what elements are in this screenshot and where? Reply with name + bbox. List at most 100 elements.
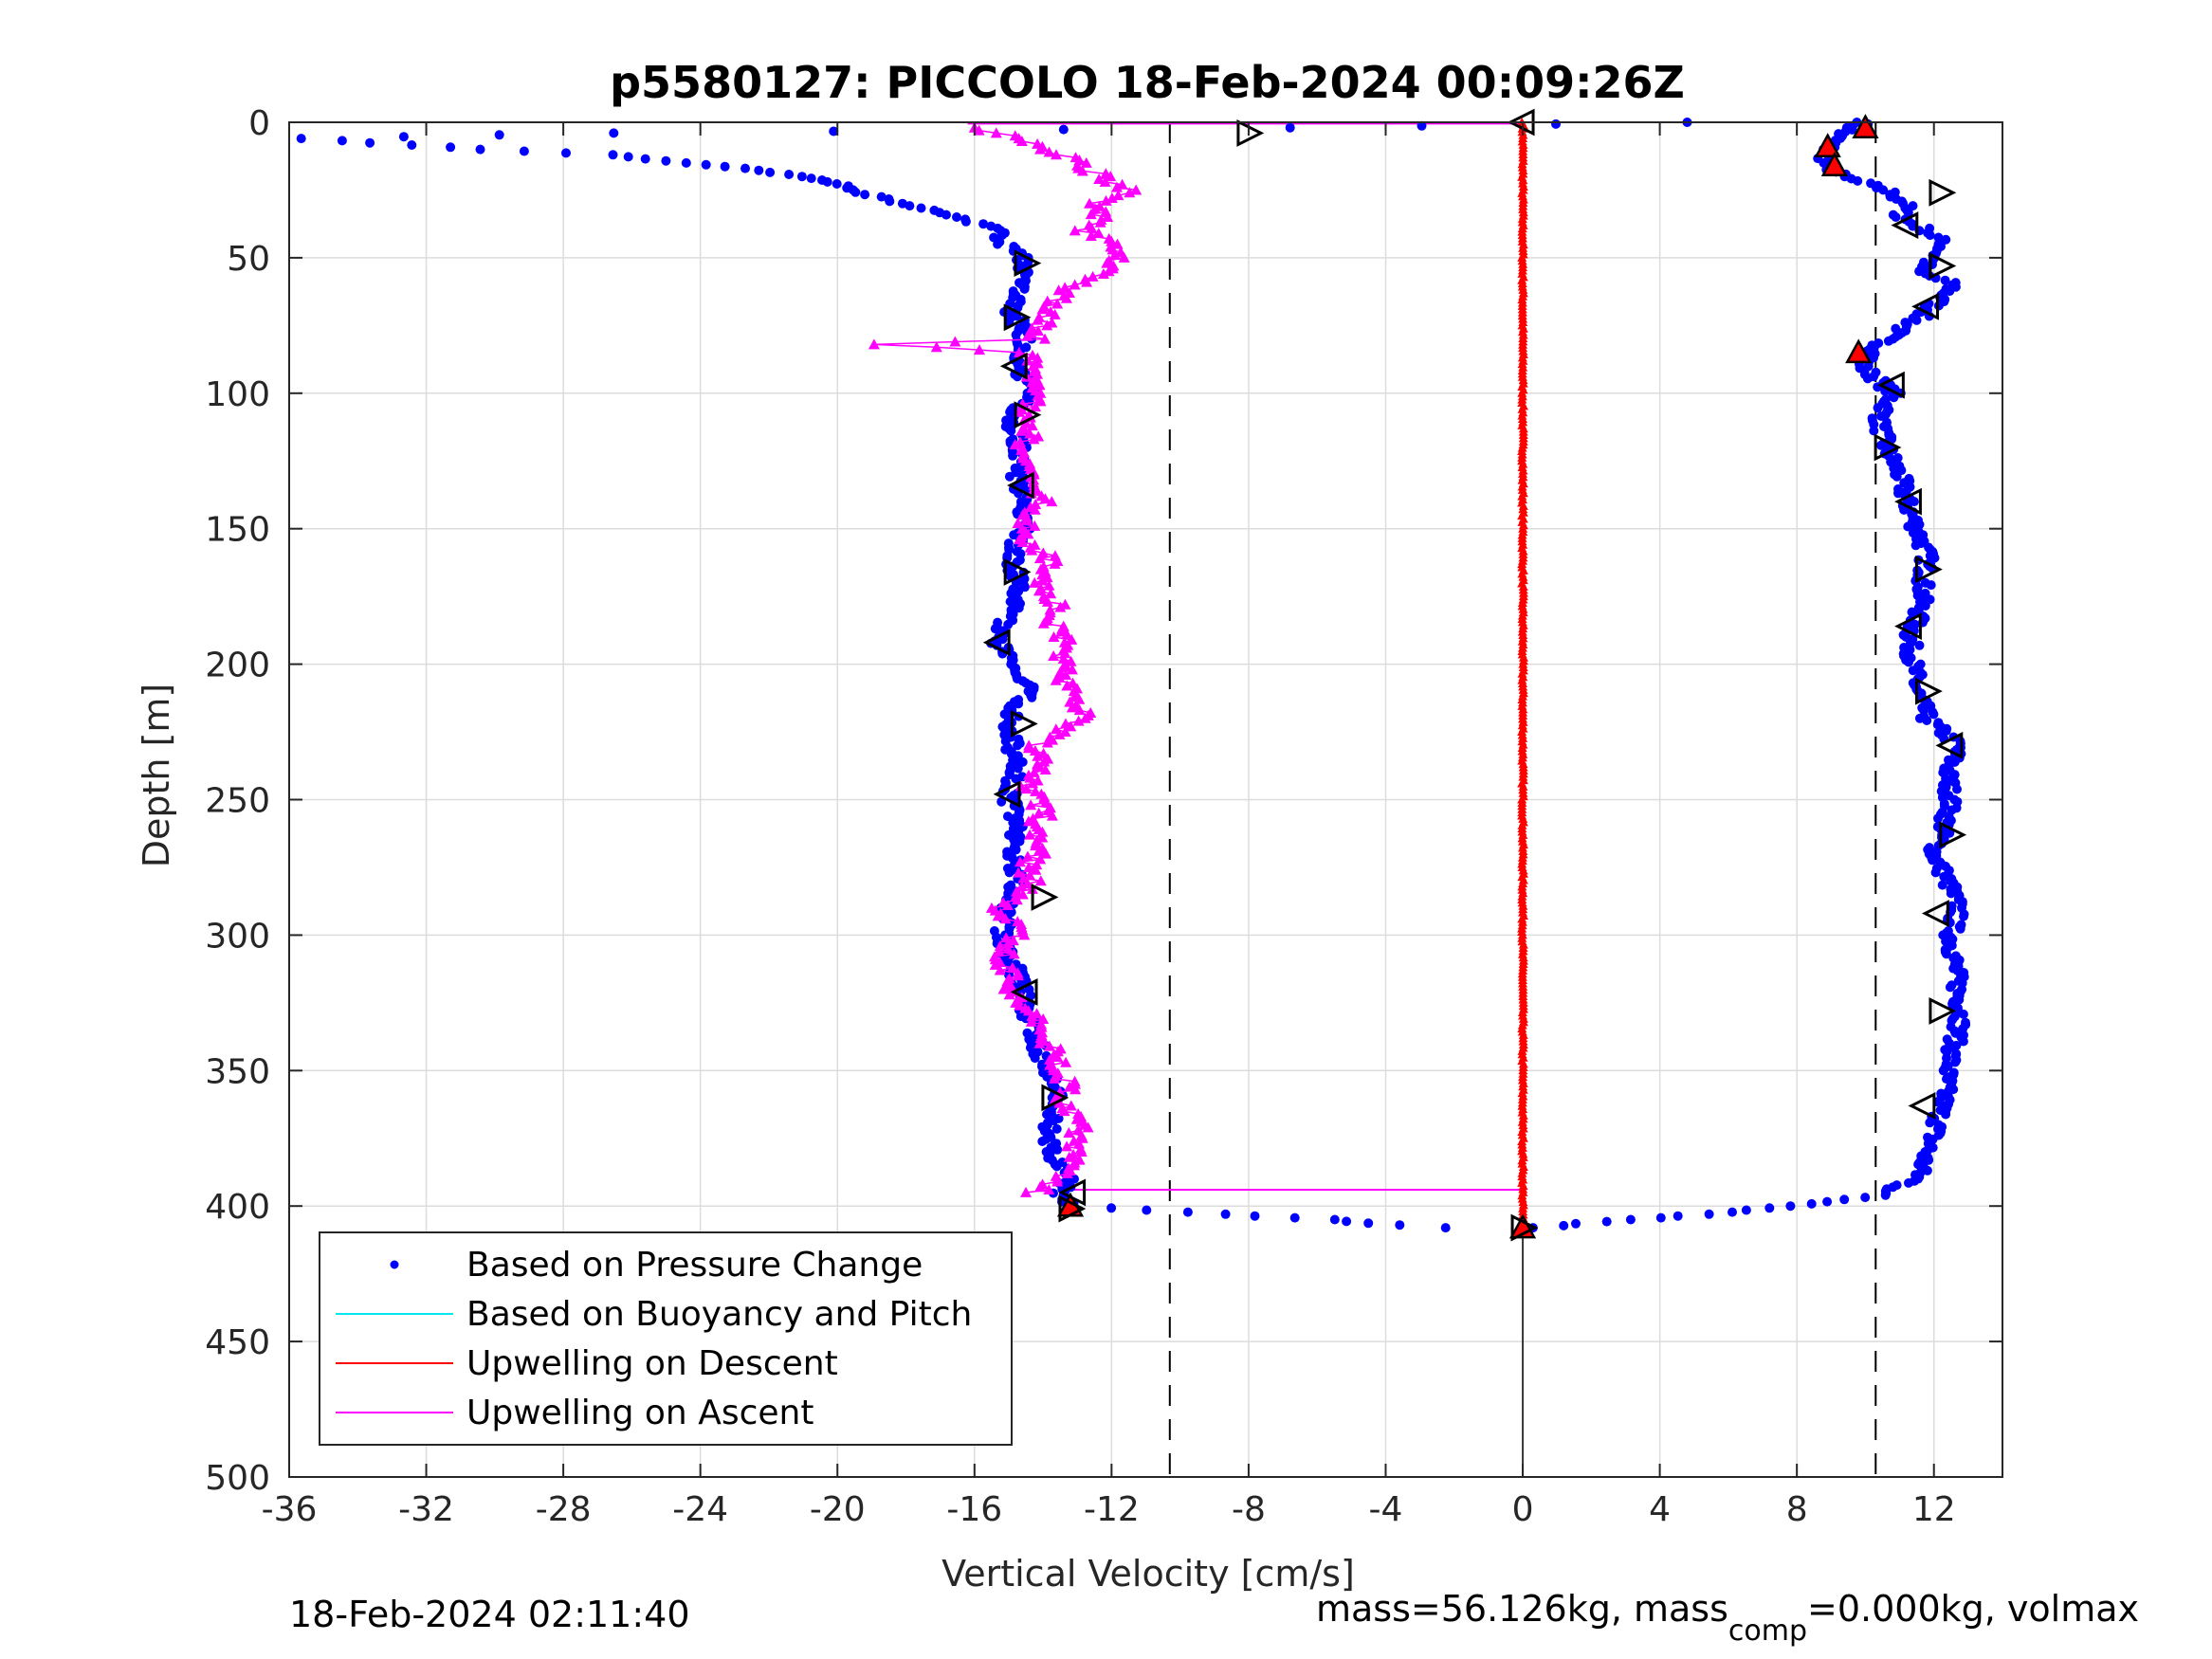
upwelling-ascent-point [1063, 287, 1075, 299]
y-axis-ticks: 0 50 100 150 200 250 300 350 400 450 500 [205, 104, 2002, 1498]
upwelling-ascent-point [1092, 228, 1105, 239]
pressure-descent-point [1899, 504, 1910, 515]
upwelling-ascent-point [1015, 403, 1028, 414]
upwelling-ascent-point [1115, 246, 1127, 258]
pressure-descent-point [1955, 923, 1965, 934]
y-tick-label: 250 [205, 782, 270, 821]
pressure-ascent-point [1008, 286, 1018, 297]
upwelling-ascent-point [1036, 1178, 1049, 1190]
upwelling-ascent-point [1043, 1184, 1055, 1195]
upwelling-ascent-point [930, 341, 942, 353]
open-triangle-right-marker [1014, 401, 1042, 429]
pressure-descent-point [1924, 1155, 1934, 1165]
upwelling-ascent-point [1027, 812, 1039, 824]
pressure-descent-point [1673, 1211, 1683, 1221]
upwelling-ascent-point [1100, 206, 1112, 217]
upwelling-descent-point [1518, 594, 1528, 604]
red-triangle-marker [1852, 114, 1879, 138]
upwelling-descent-point [1518, 291, 1528, 301]
upwelling-ascent-point [1034, 387, 1047, 398]
upwelling-ascent-point [1030, 401, 1042, 412]
upwelling-ascent-point [1013, 346, 1025, 357]
upwelling-ascent-point [1051, 149, 1063, 160]
upwelling-ascent-point [1025, 327, 1037, 338]
pressure-ascent-point [561, 148, 571, 158]
y-tick-label: 450 [205, 1323, 270, 1362]
pressure-ascent-point [1551, 118, 1561, 129]
upwelling-ascent-point [1102, 211, 1114, 223]
pressure-descent-point [1958, 1009, 1968, 1019]
upwelling-ascent-point [1037, 547, 1050, 558]
upwelling-ascent-point [1018, 422, 1031, 433]
upwelling-ascent-point [1012, 967, 1024, 978]
upwelling-descent-point [1517, 753, 1527, 762]
pressure-ascent-point [398, 132, 409, 142]
pressure-ascent-point [860, 190, 870, 200]
upwelling-ascent-point [1053, 671, 1066, 683]
upwelling-ascent-point [1052, 284, 1065, 296]
pressure-ascent-point [960, 214, 971, 225]
pressure-ascent-point [1057, 1158, 1068, 1167]
pressure-ascent-point [817, 175, 827, 185]
pressure-ascent-point [884, 194, 894, 204]
upwelling-ascent-point [989, 951, 1001, 962]
upwelling-ascent-point [1085, 707, 1097, 719]
pressure-descent-point [1922, 1165, 1932, 1176]
upwelling-ascent-point [1049, 550, 1061, 561]
upwelling-ascent-point [1048, 631, 1060, 643]
upwelling-ascent-point [1026, 376, 1038, 388]
upwelling-ascent-point [995, 907, 1007, 919]
pressure-ascent-point [784, 170, 795, 179]
pressure-descent-point [1764, 1203, 1775, 1213]
pressure-descent-point [1941, 1109, 1951, 1120]
upwelling-ascent-point [1044, 731, 1056, 742]
upwelling-ascent-point [868, 338, 880, 350]
upwelling-ascent-point [1042, 753, 1054, 764]
open-triangle-right-marker [1003, 303, 1032, 332]
pressure-ascent-point [740, 163, 750, 173]
upwelling-ascent-point [1037, 560, 1050, 572]
y-tick-label: 150 [205, 511, 270, 550]
upwelling-ascent-point [1024, 541, 1036, 553]
pressure-descent-point [1946, 888, 1956, 899]
pressure-descent-point [1910, 540, 1921, 551]
upwelling-ascent-point [1031, 758, 1043, 770]
upwelling-ascent-point [1021, 878, 1033, 889]
upwelling-ascent-point [1032, 750, 1044, 761]
open-triangle-right-marker [1939, 821, 1967, 849]
upwelling-ascent-point [1024, 829, 1036, 840]
pressure-ascent-point [897, 198, 907, 209]
upwelling-ascent-point [1015, 880, 1028, 891]
upwelling-ascent-point [1028, 433, 1040, 445]
legend-label-buoyancy: Based on Buoyancy and Pitch [466, 1295, 972, 1334]
upwelling-ascent-point [1031, 1008, 1043, 1019]
upwelling-ascent-point [1008, 948, 1020, 959]
upwelling-ascent-point [989, 958, 1001, 970]
upwelling-ascent-point [1065, 1100, 1077, 1111]
upwelling-ascent-point [1051, 1067, 1064, 1079]
upwelling-ascent-point [1093, 173, 1106, 185]
upwelling-ascent-point [1069, 279, 1081, 290]
upwelling-ascent-point [1100, 194, 1112, 206]
upwelling-ascent-point [994, 956, 1006, 967]
pressure-descent-point [1571, 1218, 1581, 1229]
upwelling-ascent-point [1103, 232, 1115, 244]
pressure-ascent-point [609, 128, 619, 138]
red-triangle-marker [1820, 152, 1849, 176]
upwelling-descent-point [1518, 733, 1528, 742]
open-triangle-right-marker [1929, 178, 1957, 207]
upwelling-ascent-point [1021, 512, 1033, 523]
upwelling-ascent-point [1009, 891, 1021, 902]
upwelling-ascent-point [1038, 333, 1051, 344]
x-tick-label: -4 [1369, 1490, 1403, 1529]
upwelling-ascent-point [1022, 861, 1034, 872]
upwelling-ascent-point [1044, 1059, 1056, 1070]
upwelling-ascent-point [1043, 1040, 1055, 1051]
upwelling-ascent-point [1024, 869, 1036, 881]
pressure-descent-point [1876, 411, 1887, 421]
upwelling-ascent-point [1006, 961, 1018, 973]
upwelling-ascent-point [997, 983, 1010, 994]
upwelling-ascent-point [1112, 190, 1124, 201]
upwelling-ascent-point [1009, 439, 1021, 450]
